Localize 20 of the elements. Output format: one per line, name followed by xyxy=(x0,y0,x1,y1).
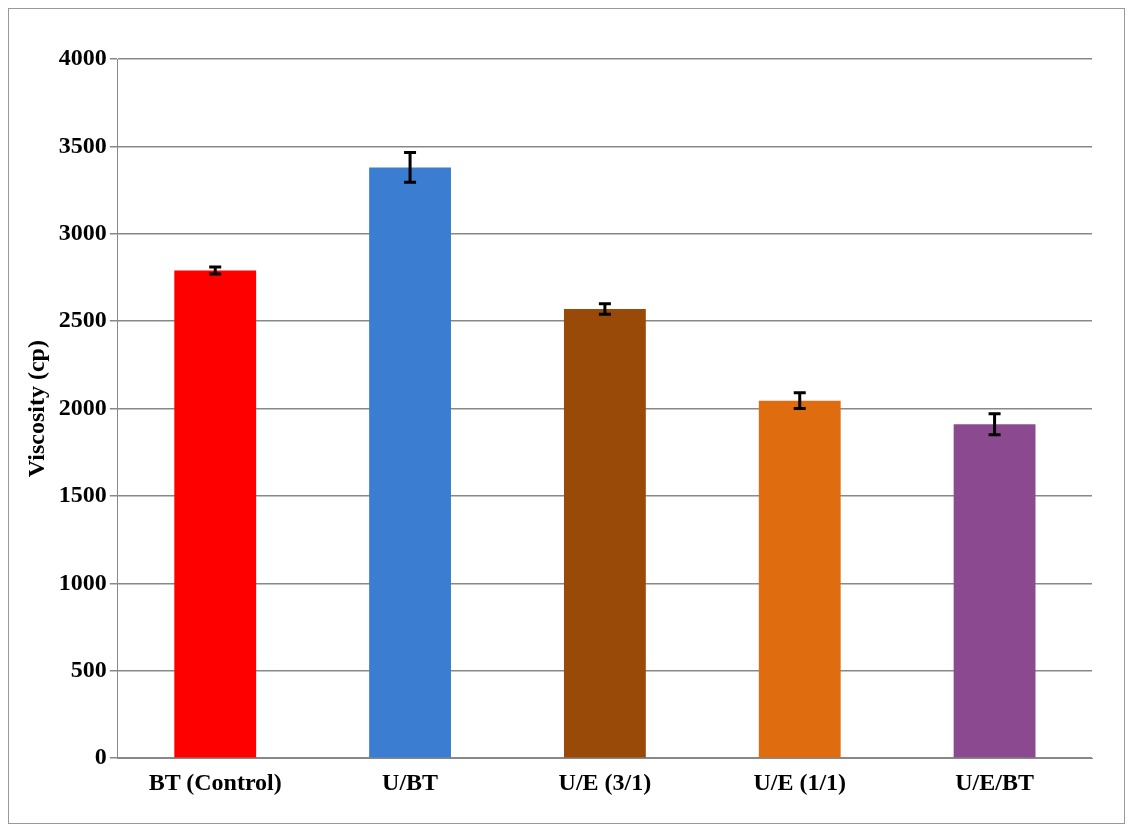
bar xyxy=(758,400,841,758)
bar xyxy=(563,308,646,758)
y-tick-label: 4000 xyxy=(58,44,107,71)
x-tick-label: BT (Control) xyxy=(148,768,282,795)
bar xyxy=(174,270,257,758)
y-tick-label: 3500 xyxy=(58,131,107,158)
y-tick-label: 500 xyxy=(70,656,107,682)
x-tick-label: U/BT xyxy=(382,768,439,795)
y-axis-title: Viscosity (cp) xyxy=(22,340,49,478)
y-tick-label: 0 xyxy=(94,743,107,770)
y-tick-label: 3000 xyxy=(58,219,107,245)
bar xyxy=(953,424,1036,758)
x-tick-label: U/E (1/1) xyxy=(753,768,847,795)
y-tick-label: 2000 xyxy=(58,393,107,420)
bar xyxy=(369,167,451,758)
y-tick-label: 1000 xyxy=(58,568,107,595)
x-tick-label: U/E (3/1) xyxy=(558,768,652,795)
y-tick-label: 1500 xyxy=(58,481,107,508)
y-tick-label: 2500 xyxy=(58,306,107,333)
x-tick-label: U/E/BT xyxy=(955,768,1034,795)
